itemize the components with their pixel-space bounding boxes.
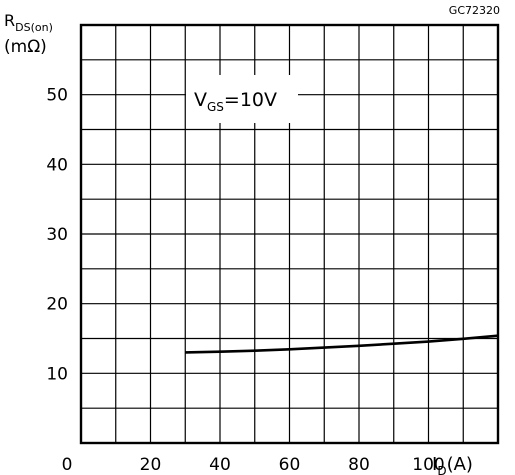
vgs-annotation: VGS=10V xyxy=(194,89,277,114)
y-tick-label: 50 xyxy=(46,86,68,106)
y-tick-label: 20 xyxy=(46,295,68,315)
x-tick-label: 20 xyxy=(140,455,162,475)
x-axis-label: ID(A) xyxy=(432,454,473,475)
plot-frame xyxy=(79,23,500,445)
y-tick-label: 10 xyxy=(46,364,68,384)
x-tick-label: 40 xyxy=(209,455,231,475)
x-tick-labels: 0 20 40 60 80 100 xyxy=(62,455,445,475)
annotation-box xyxy=(186,75,298,123)
y-tick-labels: 10 20 30 40 50 xyxy=(46,86,68,385)
x-tick-label: 80 xyxy=(348,455,370,475)
x-tick-label: 100 xyxy=(412,455,444,475)
y-axis-unit: (mΩ) xyxy=(4,37,47,57)
x-tick-label: 0 xyxy=(62,455,73,475)
x-tick-label: 60 xyxy=(279,455,301,475)
y-tick-label: 40 xyxy=(46,155,68,175)
y-tick-label: 30 xyxy=(46,225,68,245)
y-axis-label: RDS(on) xyxy=(4,11,53,34)
rds-curve xyxy=(185,334,499,354)
figure-code: GC72320 xyxy=(449,4,500,17)
